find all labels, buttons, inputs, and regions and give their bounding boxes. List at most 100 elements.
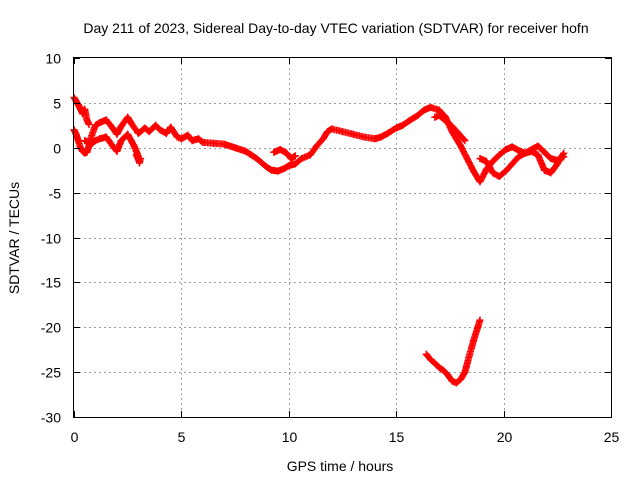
data-point bbox=[274, 167, 282, 175]
data-point bbox=[276, 146, 284, 154]
data-point bbox=[521, 149, 529, 157]
data-point bbox=[427, 356, 435, 364]
data-point bbox=[547, 155, 555, 163]
data-point bbox=[87, 140, 95, 148]
data-point bbox=[291, 152, 299, 160]
data-point bbox=[377, 133, 385, 141]
series-arc-4 bbox=[81, 130, 142, 161]
series-arc-8 bbox=[476, 147, 568, 180]
y-tick-label: -20 bbox=[41, 320, 61, 336]
data-point bbox=[210, 139, 218, 147]
data-point bbox=[83, 148, 91, 156]
data-point bbox=[76, 103, 84, 111]
data-point bbox=[173, 133, 181, 141]
data-point bbox=[349, 130, 357, 138]
data-point bbox=[461, 368, 469, 376]
data-point bbox=[461, 137, 469, 145]
data-point bbox=[508, 160, 516, 168]
data-point bbox=[109, 142, 117, 150]
x-tick-labels: 0 5 10 15 20 25 bbox=[71, 429, 620, 445]
data-point bbox=[384, 129, 392, 137]
data-point bbox=[435, 111, 443, 119]
data-point bbox=[306, 151, 314, 159]
data-point bbox=[117, 122, 125, 130]
data-point bbox=[328, 125, 336, 133]
data-point bbox=[253, 155, 261, 163]
data-point bbox=[81, 105, 89, 113]
data-point bbox=[495, 172, 503, 180]
data-point bbox=[74, 137, 82, 145]
data-point bbox=[124, 113, 132, 121]
data-point bbox=[476, 155, 484, 163]
data-point bbox=[540, 166, 548, 174]
data-point bbox=[405, 117, 413, 125]
y-tick-label: -25 bbox=[41, 365, 61, 381]
data-point bbox=[463, 155, 471, 163]
y-tick-labels: -30 -25 -20 -15 -10 -5 0 5 10 bbox=[41, 51, 61, 426]
data-point bbox=[184, 131, 192, 139]
data-point bbox=[76, 144, 84, 152]
data-point bbox=[134, 129, 142, 137]
data-point bbox=[177, 135, 185, 143]
series-arc-7 bbox=[431, 111, 469, 145]
x-tick-label: 0 bbox=[71, 429, 79, 445]
data-point bbox=[427, 103, 435, 111]
data-point bbox=[515, 153, 523, 161]
data-point bbox=[313, 142, 321, 150]
data-point bbox=[137, 155, 145, 163]
y-axis-title: SDTVAR / TECUs bbox=[6, 182, 22, 294]
data-point bbox=[130, 142, 138, 150]
data-point bbox=[371, 135, 379, 143]
data-point bbox=[132, 151, 140, 159]
data-point bbox=[431, 113, 439, 121]
data-point bbox=[167, 123, 175, 131]
axis-ticks bbox=[74, 58, 612, 418]
data-point bbox=[431, 359, 439, 367]
data-point bbox=[156, 126, 164, 134]
x-tick-label: 5 bbox=[178, 429, 186, 445]
data-point bbox=[470, 337, 478, 345]
data-point bbox=[195, 135, 203, 143]
data-point bbox=[109, 124, 117, 132]
data-point bbox=[79, 110, 87, 118]
data-point bbox=[145, 128, 153, 136]
data-point bbox=[457, 375, 465, 383]
data-point bbox=[414, 111, 422, 119]
data-point bbox=[422, 350, 430, 358]
data-point bbox=[283, 149, 291, 157]
data-point bbox=[547, 169, 555, 177]
data-point bbox=[476, 178, 484, 186]
data-point bbox=[87, 133, 95, 141]
data-point bbox=[534, 142, 542, 150]
series-arc-3 bbox=[76, 103, 93, 128]
data-point bbox=[553, 160, 561, 168]
data-point bbox=[162, 129, 170, 137]
data-point bbox=[220, 140, 228, 148]
series-arc-9 bbox=[422, 316, 484, 387]
data-point bbox=[515, 146, 523, 154]
data-point bbox=[435, 364, 443, 372]
data-point bbox=[495, 151, 503, 159]
data-point bbox=[323, 128, 331, 136]
data-point bbox=[298, 155, 306, 163]
y-tick-label: 10 bbox=[45, 51, 61, 67]
data-point bbox=[268, 166, 276, 174]
x-tick-label: 15 bbox=[389, 429, 405, 445]
data-point bbox=[281, 164, 289, 172]
x-axis-title: GPS time / hours bbox=[287, 458, 394, 474]
y-tick-label: -10 bbox=[41, 231, 61, 247]
data-point bbox=[117, 137, 125, 145]
data-point bbox=[534, 151, 542, 159]
data-point bbox=[360, 133, 368, 141]
chart-title: Day 211 of 2023, Sidereal Day-to-day VTE… bbox=[83, 20, 588, 36]
y-tick-label: 0 bbox=[53, 141, 61, 157]
data-point bbox=[96, 135, 104, 143]
data-point bbox=[102, 133, 110, 141]
data-point bbox=[470, 167, 478, 175]
data-point bbox=[231, 144, 239, 152]
data-point bbox=[339, 128, 346, 136]
data-point bbox=[136, 159, 144, 167]
data-point bbox=[141, 124, 149, 132]
data-point bbox=[199, 138, 207, 146]
